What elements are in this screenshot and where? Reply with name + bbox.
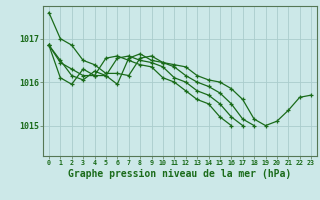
X-axis label: Graphe pression niveau de la mer (hPa): Graphe pression niveau de la mer (hPa) [68,169,292,179]
